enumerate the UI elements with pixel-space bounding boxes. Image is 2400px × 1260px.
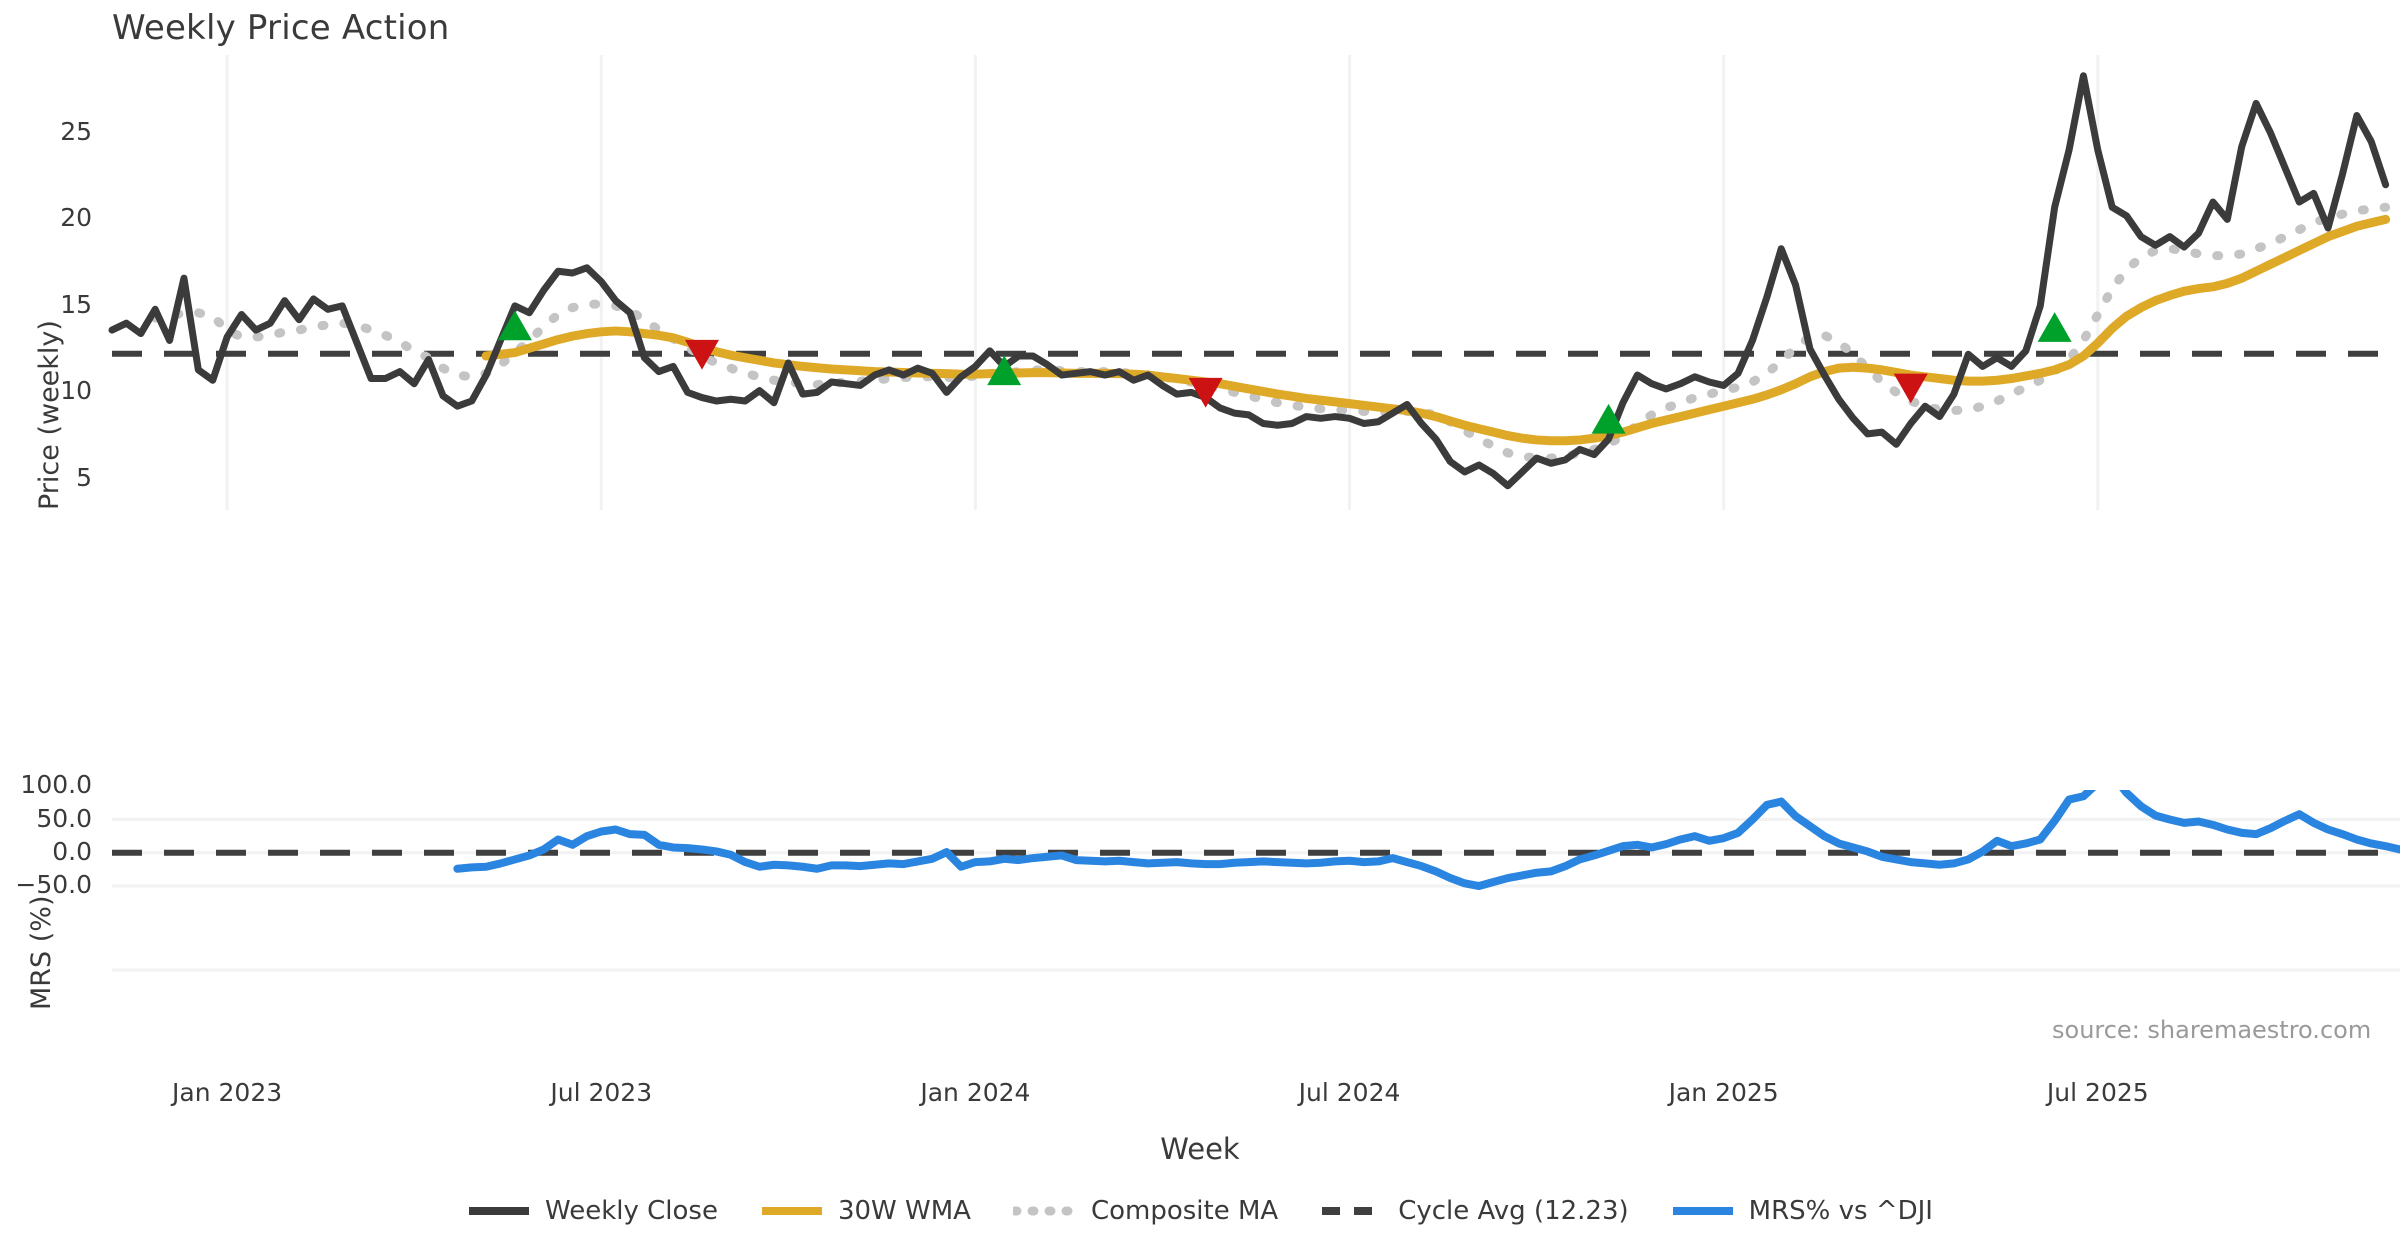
legend-label: Cycle Avg (12.23) — [1398, 1196, 1629, 1226]
mrs-y-tick-label: −50.0 — [15, 870, 92, 900]
mrs-panel — [0, 790, 2400, 1080]
legend-label: 30W WMA — [837, 1196, 971, 1226]
mrs-y-tick-label: 0.0 — [52, 836, 92, 866]
weekly-close-line — [108, 72, 2390, 490]
x-axis-label: Week — [1160, 1132, 1240, 1166]
source-attribution: source: sharemaestro.com — [2052, 1016, 2372, 1044]
buy-signal-marker — [2037, 312, 2072, 342]
legend-item[interactable]: Weekly Close — [467, 1196, 718, 1226]
legend-swatch-dotted — [1012, 1206, 1077, 1216]
price-y-tick-label: 20 — [60, 203, 92, 233]
x-tick-label: Jan 2025 — [1668, 1078, 1779, 1107]
legend-swatch-solid — [1672, 1207, 1733, 1215]
sell-signal-marker — [1893, 373, 1928, 404]
legend-label: Composite MA — [1090, 1196, 1279, 1226]
price-y-tick-label: 5 — [76, 462, 92, 492]
buy-signal-marker — [497, 310, 532, 341]
legend-item[interactable]: Composite MA — [1012, 1196, 1279, 1226]
price-y-tick-label: 10 — [60, 376, 92, 406]
legend-item[interactable]: 30W WMA — [760, 1196, 971, 1226]
legend-label: Weekly Close — [545, 1196, 718, 1226]
price-y-tick-label: 15 — [60, 289, 92, 319]
sell-signal-marker — [1188, 377, 1223, 408]
x-tick-label: Jan 2023 — [172, 1078, 283, 1107]
buy-signal-marker — [1591, 403, 1626, 434]
x-tick-label: Jan 2024 — [920, 1078, 1031, 1107]
x-tick-label: Jul 2024 — [1298, 1078, 1401, 1107]
chart-legend: Weekly Close 30W WMA Composite MA Cycle Avg… — [0, 1196, 2400, 1226]
wma-line — [481, 214, 2391, 446]
legend-label: MRS% vs ^DJI — [1748, 1196, 1933, 1226]
buy-signal-marker — [987, 355, 1022, 386]
mrs-y-tick-label: 50.0 — [36, 803, 92, 833]
legend-swatch-solid — [469, 1207, 530, 1215]
mrs-line — [453, 790, 2400, 891]
mrs-y-tick-label: 100.0 — [20, 770, 92, 800]
mrs-chart-svg — [112, 790, 2400, 972]
price-chart-svg — [108, 55, 2400, 510]
legend-item[interactable]: MRS% vs ^DJI — [1671, 1196, 1933, 1226]
price-y-tick-label: 25 — [60, 116, 92, 146]
page-title: Weekly Price Action — [112, 8, 450, 48]
legend-swatch-solid — [761, 1207, 822, 1215]
sell-signal-marker — [684, 339, 719, 370]
x-tick-label: Jul 2025 — [2046, 1078, 2149, 1107]
x-tick-label: Jul 2023 — [550, 1078, 653, 1107]
legend-item[interactable]: Cycle Avg (12.23) — [1320, 1196, 1629, 1226]
price-panel — [108, 55, 2400, 510]
legend-swatch-dashed — [1322, 1207, 1383, 1215]
